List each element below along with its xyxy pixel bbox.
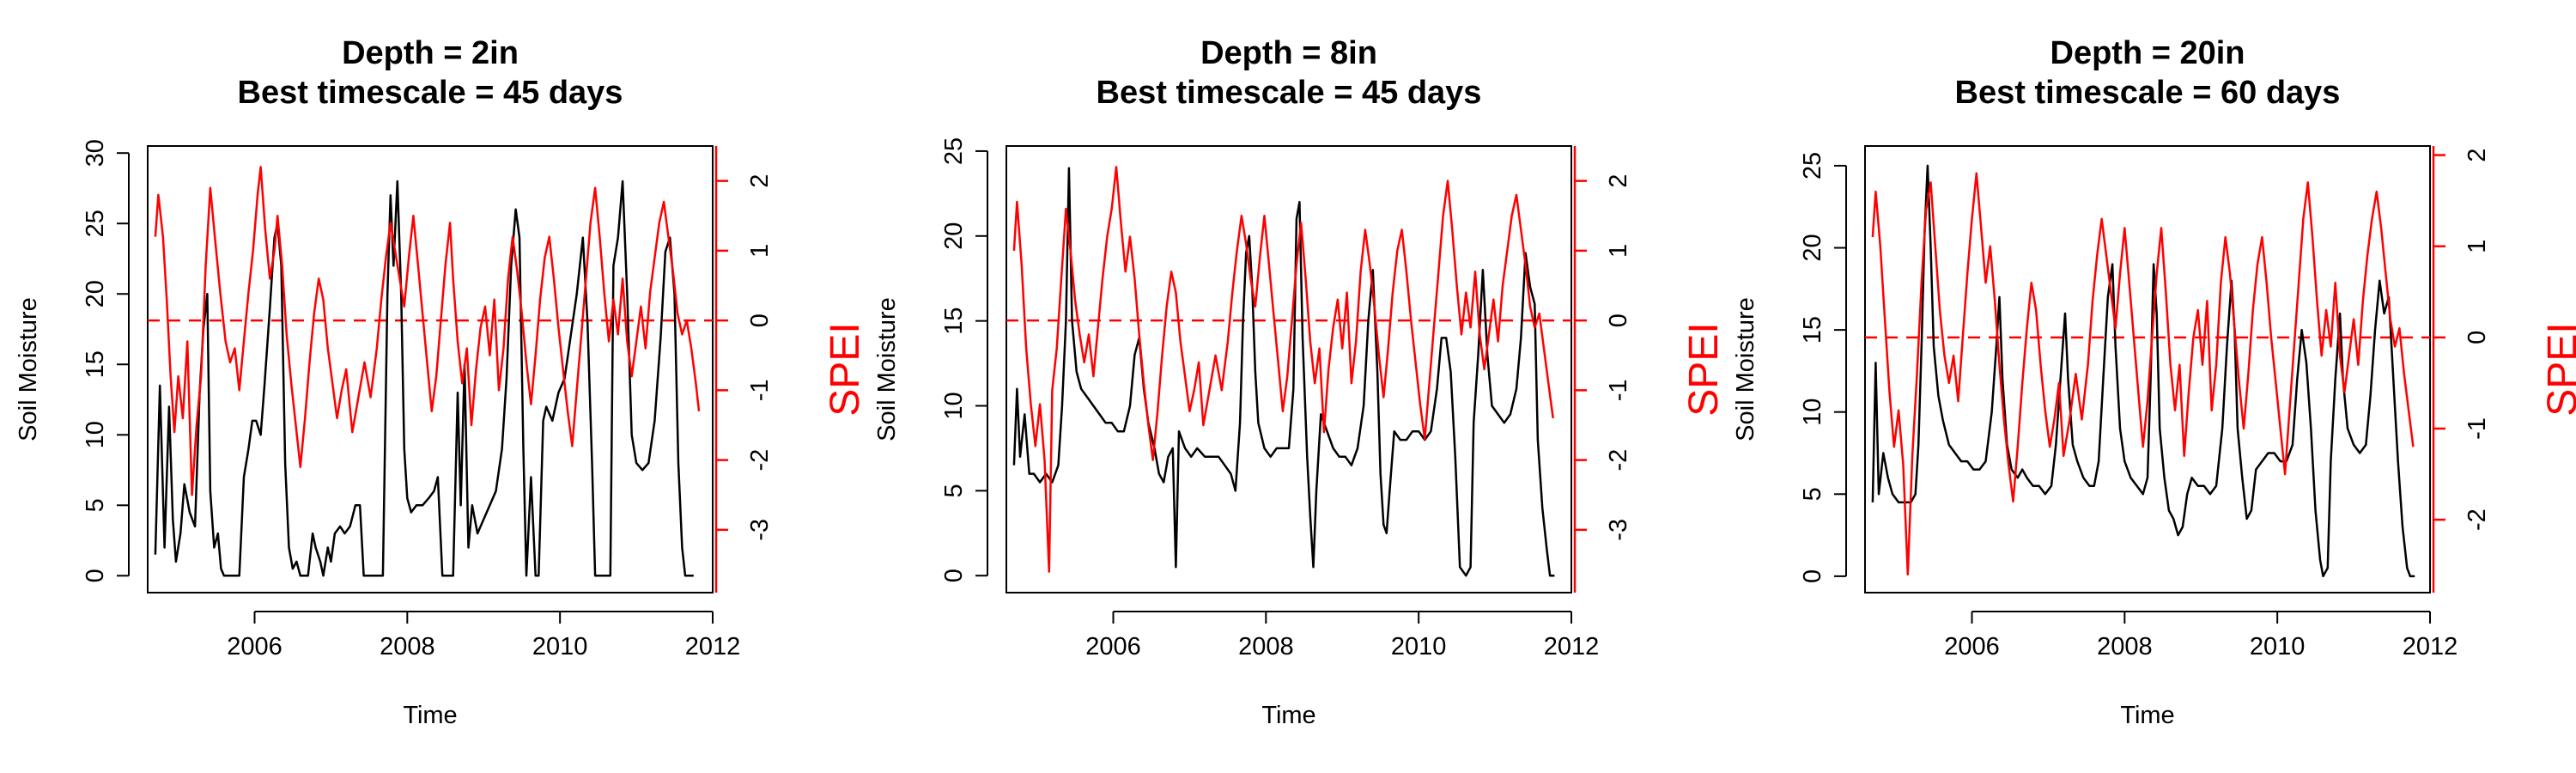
spei-series-line [154, 166, 701, 496]
y-tick-label: 10 [82, 421, 109, 448]
plot-frame [1864, 145, 2431, 593]
y2-tick-label: 2 [2464, 149, 2491, 162]
chart-subtitle: Best timescale = 45 days [1097, 75, 1482, 111]
x-tick-label: 2008 [1238, 633, 1294, 660]
y2-tick-label: 0 [2464, 331, 2491, 344]
x-tick-label: 2010 [2250, 633, 2306, 660]
y2-tick-label: 1 [2464, 240, 2491, 253]
y2-tick-label: -2 [2464, 508, 2491, 531]
y2-tick-label: -2 [1605, 449, 1632, 472]
y-tick-label: 10 [940, 392, 968, 419]
y-tick-label: 5 [1799, 487, 1826, 501]
y2-axis-label: SPEI [1681, 322, 1727, 416]
x-axis-label: Time [2120, 702, 2174, 729]
y2-tick-label: -3 [746, 519, 774, 541]
series-group [154, 166, 701, 577]
y-tick-label: 15 [82, 350, 109, 378]
y-tick-label: 30 [82, 139, 109, 167]
y-axis-label: Soil Moisture [15, 297, 42, 441]
y2-tick-label: -1 [1605, 379, 1632, 401]
y-tick-label: 10 [1799, 399, 1826, 426]
y-tick-label: 0 [940, 569, 968, 582]
series-group [1871, 164, 2415, 578]
y-tick-label: 5 [940, 484, 968, 497]
y-tick-label: 20 [1799, 234, 1826, 261]
y2-tick-label: -1 [746, 379, 774, 401]
y-tick-label: 25 [1799, 152, 1826, 180]
x-tick-label: 2006 [1085, 633, 1141, 660]
spei-series-line [1871, 172, 2415, 576]
y-tick-label: 20 [940, 222, 968, 250]
x-axis-label: Time [1261, 702, 1315, 729]
x-tick-label: 2008 [380, 633, 435, 660]
y2-tick-label: -1 [2464, 417, 2491, 440]
plot-frame [1005, 145, 1572, 593]
chart-panel-3: Depth = 20in Best timescale = 60 days 2006… [1732, 35, 2576, 729]
y-tick-label: 0 [82, 569, 109, 582]
x-tick-label: 2006 [227, 633, 283, 660]
y-tick-label: 15 [1799, 316, 1826, 344]
x-tick-label: 2012 [685, 633, 741, 660]
x-tick-label: 2012 [1544, 633, 1600, 660]
soil-moisture-series-line [1012, 167, 1555, 577]
y2-tick-label: 0 [1605, 313, 1632, 327]
chart-subtitle: Best timescale = 45 days [238, 75, 623, 111]
chart-panel-2: Depth = 8in Best timescale = 45 days 2006 2… [873, 35, 1727, 729]
y-axis-label: Soil Moisture [1732, 297, 1759, 441]
series-group [1012, 166, 1555, 577]
x-tick-label: 2006 [1944, 633, 2000, 660]
chart-title: Depth = 2in [342, 35, 519, 71]
spei-series-line [1012, 166, 1554, 573]
y2-tick-label: -2 [746, 449, 774, 472]
y-tick-label: 20 [82, 280, 109, 307]
soil-moisture-series-line [154, 180, 694, 577]
y-tick-label: 5 [82, 498, 109, 512]
chart-subtitle: Best timescale = 60 days [1955, 75, 2341, 111]
x-tick-label: 2010 [532, 633, 588, 660]
y-tick-label: 25 [940, 137, 968, 165]
y2-tick-label: 1 [746, 244, 774, 258]
y-tick-label: 15 [940, 307, 968, 335]
x-axis-label: Time [403, 702, 457, 729]
y2-tick-label: -3 [1605, 519, 1632, 541]
x-tick-label: 2010 [1391, 633, 1447, 660]
y2-axis-label: SPEI [823, 322, 868, 416]
y-tick-label: 0 [1799, 569, 1826, 583]
x-tick-label: 2008 [2097, 633, 2153, 660]
chart-title: Depth = 8in [1200, 35, 1377, 71]
y2-tick-label: 2 [746, 174, 774, 188]
y2-tick-label: 2 [1605, 174, 1632, 188]
y-axis-label: Soil Moisture [873, 297, 901, 441]
y2-tick-label: 0 [746, 313, 774, 327]
chart-panel-1: Depth = 2in Best timescale = 45 days 2006 2… [15, 35, 868, 729]
plot-frame [147, 145, 714, 593]
x-tick-label: 2012 [2403, 633, 2458, 660]
soil-moisture-series-line [1871, 164, 2415, 578]
y2-axis-label: SPEI [2540, 322, 2576, 416]
y2-tick-label: 1 [1605, 244, 1632, 258]
y-tick-label: 25 [82, 210, 109, 237]
chart-title: Depth = 20in [2050, 35, 2245, 71]
